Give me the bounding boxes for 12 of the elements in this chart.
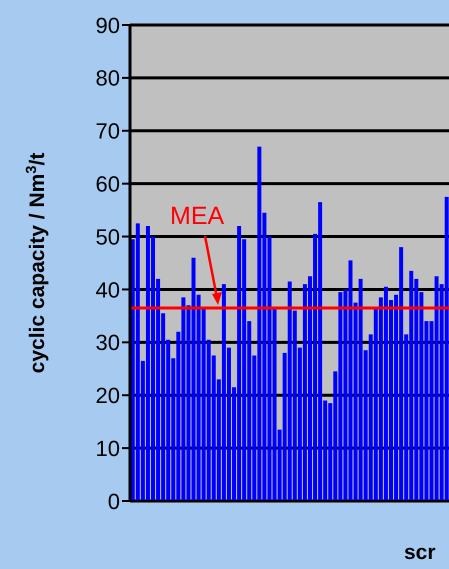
- ref-line-label: MEA: [170, 202, 224, 230]
- y-tick-label: 70: [96, 118, 120, 144]
- y-tick-label: 90: [96, 12, 120, 38]
- y-tick-label: 20: [96, 383, 120, 408]
- x-axis-title: scr: [404, 541, 436, 564]
- y-tick-label: 30: [96, 330, 120, 356]
- y-tick-label: 0: [108, 488, 120, 514]
- y-tick-label: 10: [96, 436, 120, 461]
- y-tick-label: 50: [96, 224, 120, 250]
- y-tick-label: 40: [96, 277, 120, 302]
- y-tick-label: 60: [96, 171, 120, 196]
- y-tick-label: 80: [96, 66, 120, 91]
